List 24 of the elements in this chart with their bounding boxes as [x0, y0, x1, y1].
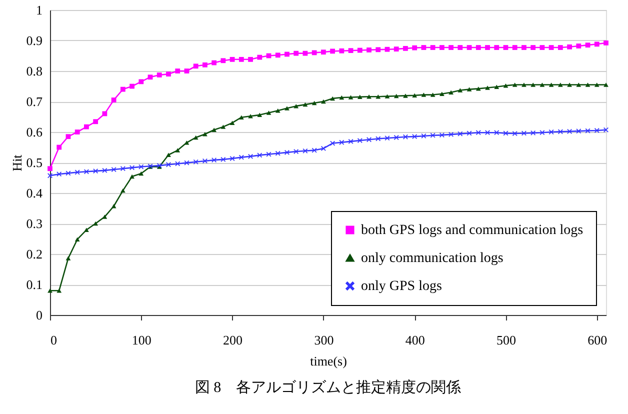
legend-label: both GPS logs and communication logs: [361, 223, 584, 238]
x-tick-label: 300: [314, 332, 334, 348]
y-tick-label: 0.1: [26, 277, 42, 292]
y-axis-title: Hit: [9, 154, 24, 172]
legend-label: only GPS logs: [361, 279, 442, 294]
y-tick-label: 0.8: [26, 64, 42, 78]
legend-label: only communication logs: [361, 251, 504, 266]
x-tick-label: 0: [50, 332, 57, 348]
y-tick-label: 0.3: [26, 216, 42, 231]
y-tick-label: 0.9: [26, 33, 42, 48]
x-tick-label: 100: [132, 332, 152, 348]
y-tick-label: 0.2: [26, 246, 42, 262]
text: 図 8 各アルゴリズムと推定精度の関係: [194, 379, 462, 396]
x-tick-label: 400: [405, 332, 425, 348]
y-tick-label: 0: [36, 308, 42, 322]
x-axis-title: time(s): [310, 354, 347, 368]
x-tick-label: 500: [496, 332, 516, 348]
y-tick-label: 0.6: [26, 124, 43, 140]
y-tick-label: 0.7: [26, 94, 43, 109]
x-tick-label: 600: [588, 332, 608, 348]
x-tick-label: 200: [223, 332, 243, 348]
y-tick-label: 1: [36, 2, 42, 18]
y-tick-label: 0.5: [26, 155, 42, 170]
y-tick-label: 0.4: [26, 186, 43, 200]
